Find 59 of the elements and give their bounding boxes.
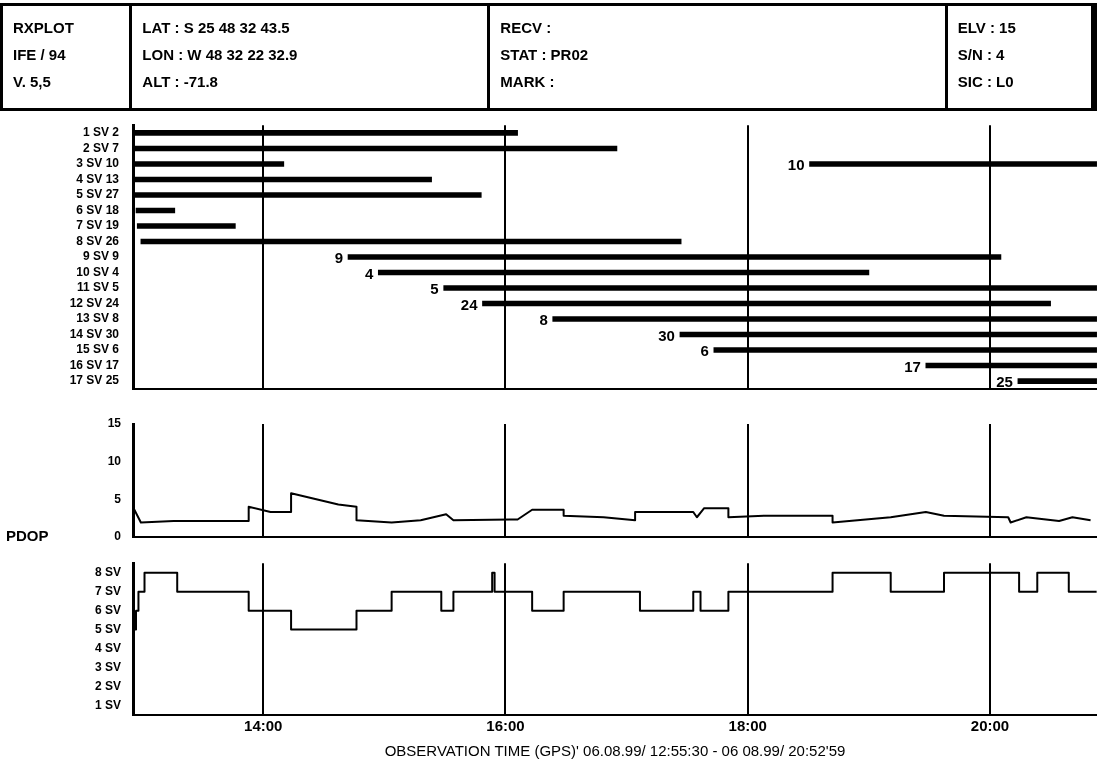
y-tick-label: 8 SV 26 [76,233,120,248]
y-tick-label: 2 SV 7 [82,140,120,155]
x-tick-label: 14:00 [244,717,283,735]
annotation: 5 [430,280,439,298]
annotation: 4 [364,264,374,282]
text: STAT : PR02 [500,46,589,63]
annotation: 30 [658,326,675,344]
text: V. 5,5 [13,73,51,90]
y-tick-label: 10 [107,453,122,468]
x-tick-label: 20:00 [970,717,1010,735]
text: IFE / 94 [13,46,66,63]
y-tick-label: 9 SV 9 [82,249,120,264]
y-tick-label: 4 SV 13 [76,171,120,186]
bar [1017,378,1097,384]
y-tick-label: 2 SV [94,678,121,693]
text: S/N : 4 [957,46,1005,63]
y-tick-label: 3 SV [94,659,121,674]
y-tick-label: 0 [114,529,122,544]
y-tick-label: 5 [114,491,122,506]
y-tick-label: 16 SV 17 [69,357,120,372]
annotation: 10 [787,156,805,174]
bar [136,223,236,229]
y-tick-label: 5 SV [94,621,121,636]
y-tick-label: 6 SV [94,602,121,617]
text: MARK : [500,73,555,90]
y-tick-label: 10 SV 4 [76,264,120,279]
y-tick-label: 1 SV 2 [82,125,120,140]
y-tick-label: 12 SV 24 [69,295,120,310]
text: ALT : -71.8 [142,73,218,90]
text: RXPLOT [13,19,74,36]
y-tick-label: 11 SV 5 [76,280,120,295]
text: RECV : [500,19,552,36]
y-tick-label: 6 SV 18 [76,202,120,217]
y-tick-label: 7 SV [94,583,121,598]
text: LAT : S 25 48 32 43.5 [142,19,290,36]
annotation: 8 [539,311,548,329]
y-tick-label: 14 SV 30 [69,326,120,341]
annotation: 24 [460,295,479,313]
y-tick-label: 3 SV 10 [76,156,120,171]
y-tick-label: 5 SV 27 [76,187,120,202]
y-tick-label: 1 SV [94,697,121,712]
y-tick-label: 13 SV 8 [76,311,120,326]
y-tick-label: 15 [107,416,122,431]
y-axis-title: PDOP [6,526,49,544]
y-tick-label: 17 SV 25 [69,373,120,388]
text: LON : W 48 32 22 32.9 [142,46,298,63]
x-tick-label: 18:00 [728,717,767,735]
y-tick-label: 8 SV [94,565,121,579]
y-tick-label: 4 SV [94,640,121,655]
x-tick-label: 16:00 [486,717,525,735]
annotation: 25 [996,373,1013,391]
annotation: 9 [334,249,344,267]
text: SIC : L0 [957,73,1014,90]
x-axis-title: OBSERVATION TIME (GPS)' 06.08.99/ 12:55:30 - 06 08.99/ 20:52'59 [384,742,846,760]
annotation: 17 [904,357,921,375]
text: ELV : 15 [957,19,1016,36]
y-tick-label: 7 SV 19 [76,218,120,233]
y-tick-label: 15 SV 6 [76,342,120,357]
annotation: 6 [700,342,709,360]
